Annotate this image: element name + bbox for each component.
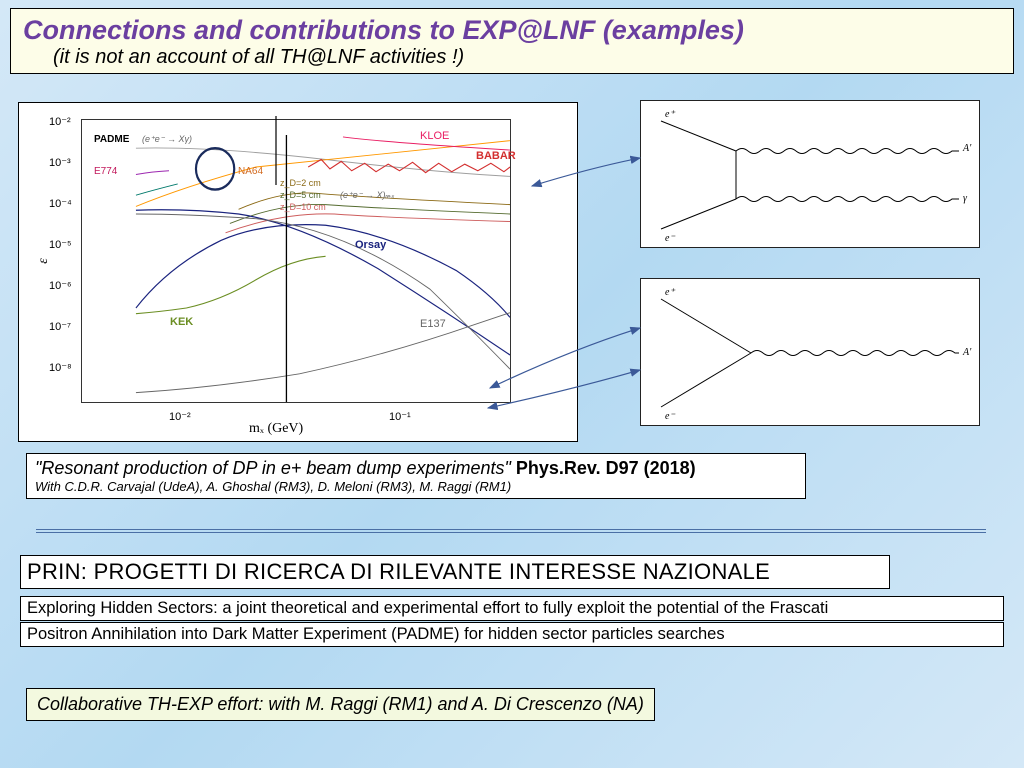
chart-label: KEK <box>170 316 193 328</box>
label-e-plus: e⁺ <box>665 109 675 120</box>
y-axis-label: ε <box>36 258 52 264</box>
prin-heading: PRIN: PROGETTI DI RICERCA DI RILEVANTE I… <box>20 555 890 589</box>
chart-label: NA64 <box>238 166 263 177</box>
description-line-2: Positron Annihilation into Dark Matter E… <box>20 622 1004 647</box>
y-tick: 10⁻⁵ <box>49 238 72 251</box>
y-tick: 10⁻² <box>49 115 71 128</box>
collaborative-note: Collaborative TH-EXP effort: with M. Rag… <box>26 688 655 721</box>
reference-box: "Resonant production of DP in e+ beam du… <box>26 453 806 499</box>
feynman-svg-top: e⁺ e⁻ A' γ <box>641 101 981 249</box>
chart-label: z_D=10 cm <box>280 202 326 212</box>
chart-label: z_D=2 cm <box>280 178 321 188</box>
feynman-diagram-bottom: e⁺ e⁻ A' <box>640 278 980 426</box>
chart-plot-area: PADME(e⁺e⁻ → Xγ)E774NA64KLOEBABARz_D=2 c… <box>81 119 511 403</box>
chart-label: E774 <box>94 166 117 177</box>
divider <box>36 529 986 533</box>
label-e-minus: e⁻ <box>665 233 675 244</box>
chart-label: z_D=5 cm <box>280 190 321 200</box>
y-tick: 10⁻⁸ <box>49 361 72 374</box>
label-gamma: γ <box>963 193 968 204</box>
chart-label: E137 <box>420 318 446 330</box>
chart-label: KLOE <box>420 130 449 142</box>
y-tick: 10⁻³ <box>49 156 71 169</box>
chart-label: PADME <box>94 134 129 145</box>
reference-title: "Resonant production of DP in e+ beam du… <box>35 458 797 479</box>
feynman-svg-bottom: e⁺ e⁻ A' <box>641 279 981 427</box>
label-a-prime: A' <box>962 143 972 154</box>
chart-label: (e⁺e⁻ → Xγ) <box>142 134 192 145</box>
chart-label: BABAR <box>476 150 516 162</box>
title-main: Connections and contributions to EXP@LNF… <box>23 15 1001 46</box>
y-tick: 10⁻⁴ <box>49 197 72 210</box>
exclusion-chart: ε mₓ (GeV) PADME (e⁺e⁻ → Xγ) E774 NA64 KLOE B… <box>18 102 578 442</box>
label-e-minus-2: e⁻ <box>665 411 675 422</box>
title-sub: (it is not an account of all TH@LNF acti… <box>53 46 1001 69</box>
x-tick: 10⁻¹ <box>389 410 411 423</box>
x-tick: 10⁻² <box>169 410 191 423</box>
y-tick: 10⁻⁶ <box>49 279 72 292</box>
label-e-plus-2: e⁺ <box>665 287 675 298</box>
label-a-prime-2: A' <box>962 347 972 358</box>
x-axis-label: mₓ (GeV) <box>249 421 303 437</box>
chart-label: Orsay <box>355 239 386 251</box>
title-header: Connections and contributions to EXP@LNF… <box>10 8 1014 74</box>
y-tick: 10⁻⁷ <box>49 320 71 333</box>
reference-authors: With C.D.R. Carvajal (UdeA), A. Ghoshal … <box>35 479 797 494</box>
chart-label: (e⁺e⁻ → X)ᵣₑₛ <box>340 190 394 201</box>
feynman-diagram-top: e⁺ e⁻ A' γ <box>640 100 980 248</box>
description-line-1: Exploring Hidden Sectors: a joint theore… <box>20 596 1004 621</box>
